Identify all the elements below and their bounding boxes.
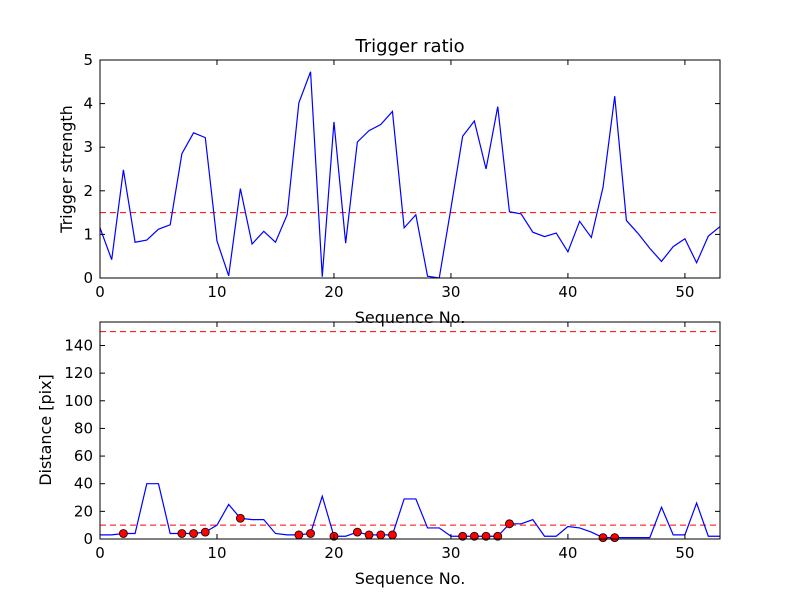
x-tick-label: 0 [95,283,105,301]
y-tick-label: 0 [83,530,93,548]
distance-marker [118,529,128,538]
trigger-ratio-xlabel: Sequence No. [355,308,466,327]
distance-marker [235,513,245,523]
distance-marker [469,531,479,541]
y-tick-label: 5 [83,51,93,69]
x-tick-label: 50 [675,283,694,301]
distance-ylabel: Distance [pix] [36,374,55,486]
chart-title: Trigger ratio [354,36,464,57]
x-tick-label: 10 [207,544,226,562]
trigger-ratio-axes-frame [99,59,721,279]
distance-marker [493,531,503,541]
y-tick-label: 60 [74,447,93,465]
trigger-ratio-ylabel: Trigger strength [57,105,76,234]
x-tick-label: 20 [324,544,343,562]
trigger-series-line [99,71,721,279]
distance-marker [610,533,620,543]
distance-marker [481,531,491,541]
distance-marker [458,531,468,541]
trigger-ratio-ticks: 0 10 20 30 40 50 0 1 2 3 4 5 [83,51,720,301]
y-tick-label: 3 [83,138,93,156]
x-tick-label: 30 [441,283,460,301]
y-tick-label: 4 [83,95,93,113]
distance-marker [306,529,315,538]
x-tick-label: 20 [324,283,343,301]
y-tick-label: 1 [83,225,93,243]
distance-marker [505,519,514,529]
distance-axes-frame [99,321,721,540]
distance-marker [364,530,374,540]
trigger-ratio-plot: Trigger ratio 0 10 20 30 40 50 0 1 2 3 4 5 Sequence… [57,36,721,327]
x-tick-label: 50 [675,544,694,562]
distance-marker [388,530,397,540]
x-tick-label: 30 [441,544,460,562]
y-tick-label: 20 [74,502,93,520]
y-tick-label: 140 [64,336,93,354]
y-tick-label: 80 [74,419,93,437]
distance-marker [294,530,304,540]
y-tick-label: 0 [83,269,93,287]
x-tick-label: 10 [207,283,226,301]
distance-marker [352,527,362,537]
distance-marker [189,529,198,538]
trigger-ratio-content [99,71,721,279]
distance-content [100,331,720,543]
y-tick-label: 120 [64,364,93,382]
x-tick-label: 0 [95,544,105,562]
distance-marker [177,529,187,538]
y-tick-label: 100 [64,392,93,410]
distance-marker [376,530,386,540]
y-tick-label: 40 [74,475,93,493]
x-tick-label: 40 [558,544,577,562]
distance-plot: 0 10 20 30 40 50 0 20 40 60 80 100 120 140 Sequence N… [36,321,721,588]
distance-xlabel: Sequence No. [355,569,466,588]
y-tick-label: 2 [83,182,93,200]
distance-marker [598,533,608,543]
distance-ticks: 0 10 20 30 40 50 0 20 40 60 80 100 120 140 [64,322,720,562]
x-tick-label: 40 [558,283,577,301]
distance-marker [200,527,210,537]
